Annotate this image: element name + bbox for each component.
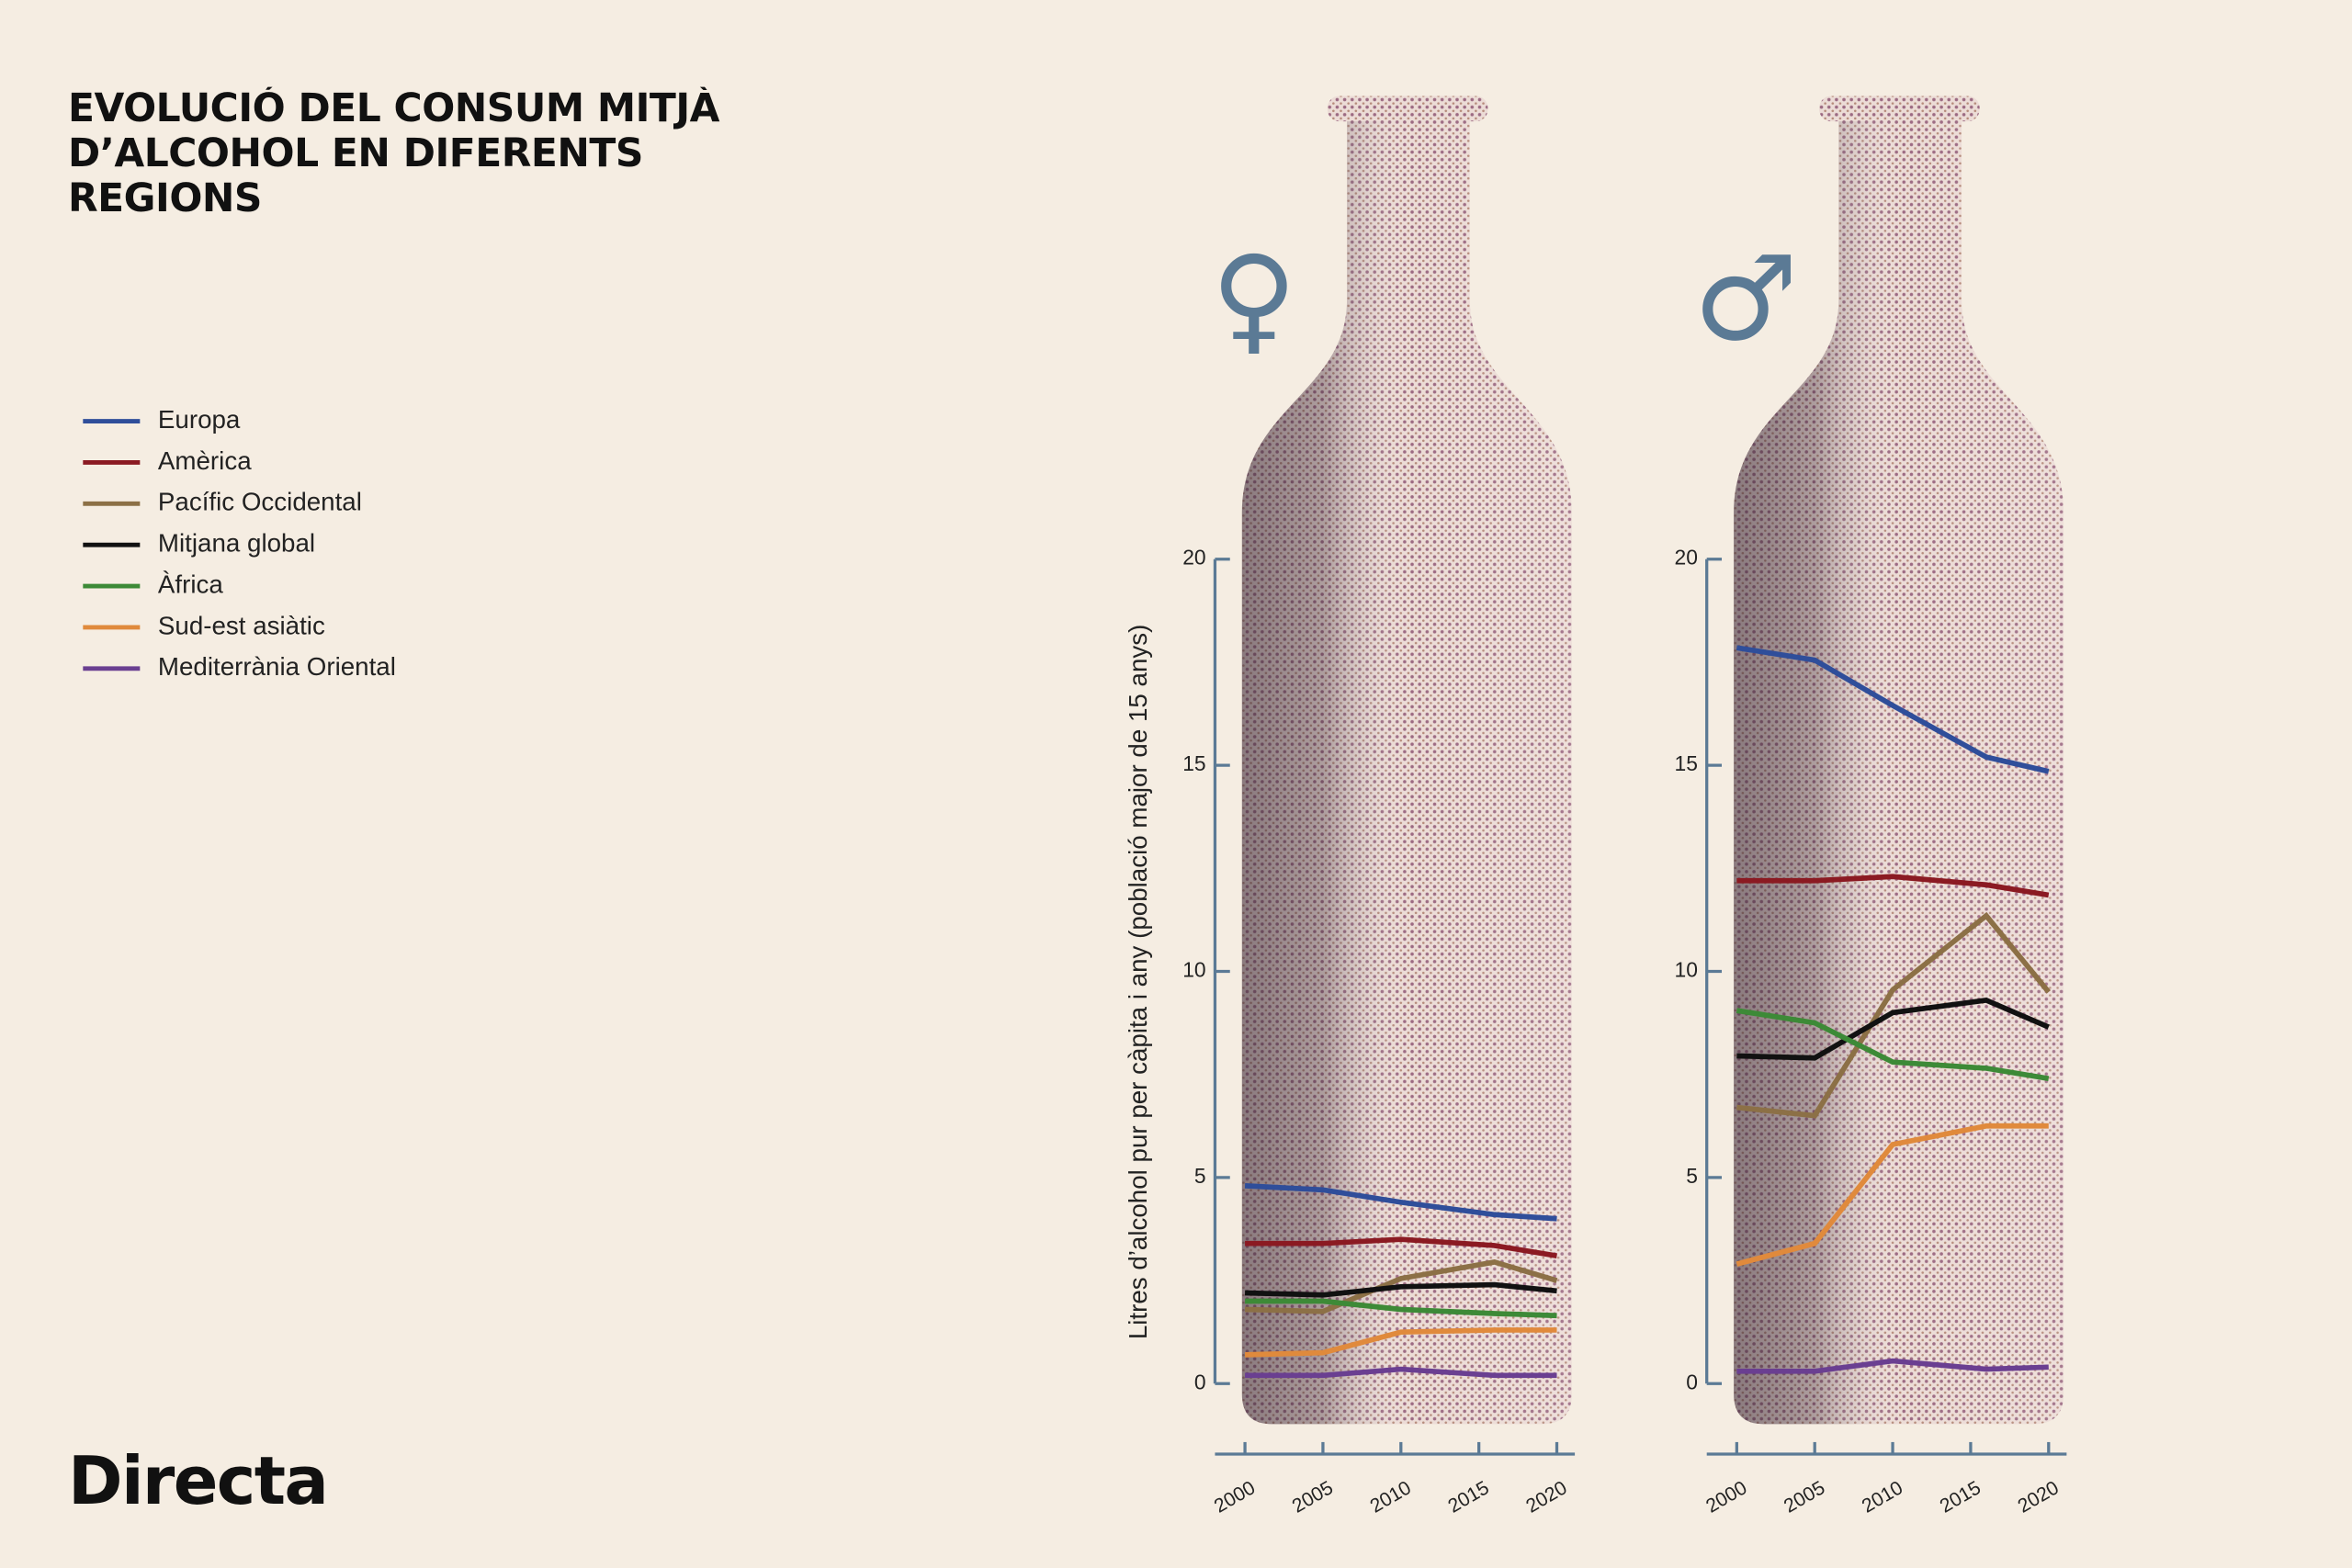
y-tick-label: 10 [1675,958,1698,982]
y-tick-label: 20 [1675,546,1698,570]
series-line [1736,911,2051,1119]
series-line [1245,1236,1557,1258]
y-tick-label: 0 [1686,1370,1698,1393]
y-tick-label: 0 [1194,1370,1206,1393]
x-tick-label: 2005 [1289,1477,1337,1517]
x-tick-label: 2005 [1781,1477,1828,1517]
bottle-shade [1241,119,1572,1425]
legend-label: Sud-est asiàtic [158,611,325,639]
y-tick-label: 5 [1686,1164,1698,1188]
series-line [1244,1258,1558,1314]
series-line [1736,997,2050,1061]
x-tick-label: 2010 [1367,1477,1415,1517]
series-line [1244,1183,1557,1222]
series-line [1244,1327,1557,1358]
legend-label: Amèrica [158,446,252,475]
x-tick-label: 2015 [1937,1477,1984,1517]
x-tick-label: 2000 [1702,1477,1750,1517]
x-tick-label: 2015 [1444,1477,1492,1517]
panel: ♂ 0 5 10 15 20 2000 2005 2010 2015 2020 [1675,96,2067,1517]
title: EVOLUCIÓ DEL CONSUM MITJÀ D’ALCOHOL EN D… [68,86,719,222]
series-line [1736,1358,2049,1374]
series-line [1245,1298,1557,1319]
legend-label: Europa [158,405,241,434]
legend-label: Mediterrània Oriental [158,652,396,681]
series-line [1245,1366,1557,1379]
series-line [1244,1281,1557,1298]
y-axis-label: Litres d’alcohol pur per càpita i any (p… [1124,625,1152,1340]
legend: Europa Amèrica Pacífic Occidental Mitjana g… [83,405,396,681]
y-tick-label: 15 [1675,751,1698,775]
x-tick-label: 2020 [1522,1477,1570,1517]
legend-label: Mitjana global [158,529,315,558]
y-tick-label: 10 [1182,958,1205,982]
y-tick-label: 20 [1182,546,1205,570]
y-tick-label: 5 [1194,1164,1206,1188]
logo: Directa [68,1442,327,1519]
x-tick-label: 2020 [2015,1477,2063,1517]
series-line [1736,1008,2050,1081]
bottle-lip [1819,96,1980,122]
x-tick-label: 2010 [1859,1477,1906,1517]
gender-symbol: ♂ [1693,231,1798,367]
y-tick-label: 15 [1182,751,1205,775]
legend-label: Àfrica [158,570,223,598]
title-box: EVOLUCIÓ DEL CONSUM MITJÀ D’ALCOHOL EN D… [68,86,719,222]
x-tick-label: 2000 [1211,1477,1259,1517]
series-line [1736,874,2050,898]
gender-symbol: ♀ [1211,231,1296,367]
series-line [1736,1122,2049,1267]
legend-label: Pacífic Occidental [158,488,362,516]
panel: ♀ 0 5 10 15 20 2000 2005 2010 2015 2020 Litres d’al… [1124,96,1576,1517]
bottle-shade [1734,119,2064,1425]
series-line [1736,645,2050,774]
bottle-lip [1327,96,1488,122]
